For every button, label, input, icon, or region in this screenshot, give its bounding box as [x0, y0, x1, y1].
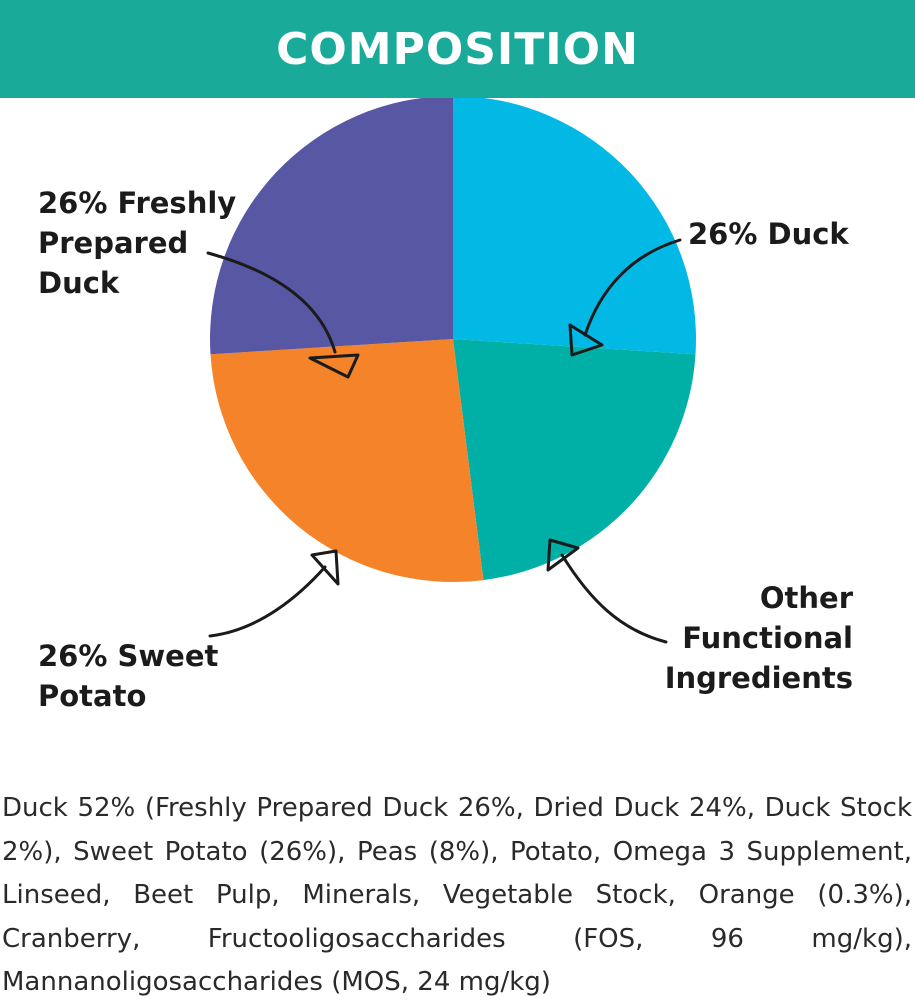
slice-label-line: 26% Freshly [38, 186, 237, 220]
slice-label-line: Other [759, 581, 853, 615]
pointer-line-sweet-potato [208, 565, 327, 638]
slice-label-duck: 26% Duck [688, 214, 849, 254]
pointer-line-duck [583, 238, 682, 337]
pie-chart [206, 98, 696, 644]
slice-label-line: Ingredients [664, 661, 853, 695]
composition-text: Duck 52% (Freshly Prepared Duck 26%, Dri… [2, 793, 912, 997]
header-banner: COMPOSITION [0, 0, 915, 98]
slice-label-line: 26% Duck [688, 217, 849, 251]
pie-slice-freshly-prepared-duck [210, 98, 453, 355]
pie-slice-sweet-potato [210, 339, 484, 582]
page-title: COMPOSITION [276, 23, 639, 75]
pointer-arrowhead-other-functional-ingredients [546, 538, 580, 572]
slice-label-other-functional-ingredients: Other Functional Ingredients [665, 578, 853, 698]
pie-slice-duck [453, 98, 696, 355]
slice-label-line: Functional [682, 621, 853, 655]
pointer-line-freshly-prepared-duck [206, 251, 337, 354]
pointer-line-other-functional-ingredients [560, 553, 668, 644]
slice-label-freshly-prepared-duck: 26% Freshly Prepared Duck [38, 183, 236, 303]
slice-label-line: 26% Sweet [38, 639, 219, 673]
pie-slice-other-functional-ingredients [453, 339, 696, 581]
pointer-arrowhead-duck [568, 323, 604, 357]
slice-label-line: Duck [38, 266, 120, 300]
slice-label-sweet-potato: 26% Sweet Potato [38, 636, 218, 716]
slice-label-line: Prepared [38, 226, 189, 260]
pointer-arrowhead-sweet-potato [310, 549, 340, 586]
slice-label-line: Potato [38, 679, 147, 713]
pointer-arrowhead-freshly-prepared-duck [308, 353, 360, 379]
